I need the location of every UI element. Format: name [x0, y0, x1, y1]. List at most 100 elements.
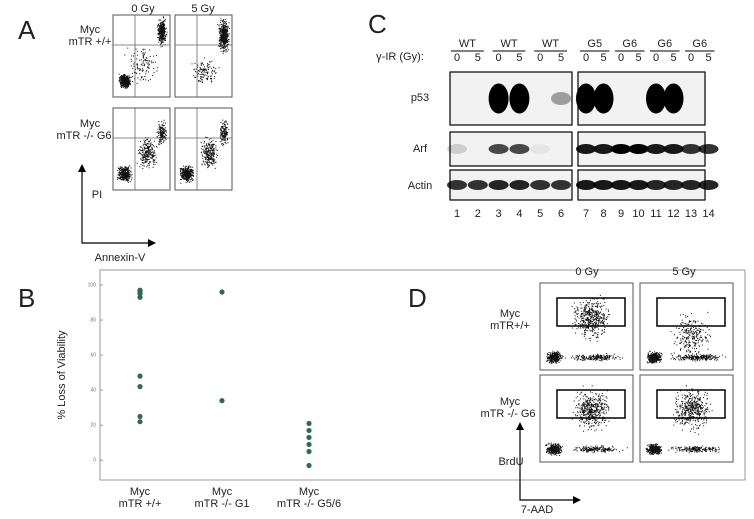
flow-events: [118, 16, 168, 89]
panel-letter: C: [368, 9, 387, 39]
dose: 5: [475, 52, 481, 64]
band: [488, 144, 509, 154]
y-tick-label: 80: [90, 317, 96, 323]
lane-number: 5: [537, 208, 543, 220]
y-tick-label: 60: [90, 352, 96, 358]
group-label: WT: [500, 38, 517, 50]
quadrant-lines: [113, 108, 170, 190]
dose: 5: [635, 52, 641, 64]
row-label: Myc: [80, 118, 101, 130]
dose: 0: [688, 52, 694, 64]
band: [663, 83, 684, 114]
dose: 0: [537, 52, 543, 64]
dose: 0: [454, 52, 460, 64]
point: [137, 289, 143, 295]
group-label: G6: [657, 38, 672, 50]
row-label: Arf: [413, 143, 428, 155]
band: [530, 144, 551, 154]
gate: [556, 389, 626, 419]
column-label: 0 Gy: [131, 3, 155, 15]
band: [611, 144, 631, 154]
axis-arrows: [81, 170, 150, 244]
band: [551, 91, 571, 106]
group-label: G6: [622, 38, 637, 50]
row-label: mTR+/+: [490, 320, 530, 332]
band: [447, 180, 467, 190]
dose: 5: [558, 52, 564, 64]
lane-number: 2: [475, 208, 481, 220]
point: [306, 434, 312, 441]
row-label: mTR -/- G6: [57, 130, 112, 142]
axis-label: BrdU: [498, 456, 523, 468]
band: [698, 180, 719, 190]
band: [488, 83, 509, 114]
flow-plot: [174, 107, 233, 191]
point: [306, 448, 312, 455]
group-label: G5: [587, 38, 602, 50]
lane-number: 12: [667, 208, 679, 220]
panel-letter: B: [18, 283, 35, 313]
x-tick-label: Myc: [299, 486, 320, 498]
band: [681, 144, 701, 154]
column-label: 5 Gy: [191, 3, 215, 15]
band: [698, 144, 719, 154]
lane-number: 11: [650, 208, 661, 220]
band: [509, 180, 530, 190]
dose: 5: [600, 52, 606, 64]
point: [306, 441, 312, 448]
band: [488, 180, 509, 190]
lane-number: 13: [685, 208, 697, 220]
x-tick-label: mTR +/+: [119, 498, 162, 510]
x-tick-label: Myc: [212, 486, 233, 498]
band: [576, 144, 596, 154]
lane-number: 1: [454, 208, 460, 220]
row-label: p53: [411, 92, 429, 104]
y-tick-label: 100: [88, 282, 97, 288]
quadrant-lines: [113, 15, 170, 97]
group-label: WT: [542, 38, 559, 50]
point: [137, 413, 143, 420]
column-label: 5 Gy: [672, 266, 696, 278]
band: [447, 144, 467, 154]
gate: [656, 297, 726, 327]
quadrant-lines: [175, 108, 232, 190]
dose: 0: [583, 52, 589, 64]
y-tick-label: 20: [90, 423, 96, 429]
row-label: mTR +/+: [69, 36, 112, 48]
gate: [556, 297, 626, 327]
y-axis-label: % Loss of Viability: [56, 330, 68, 420]
flow-events: [646, 311, 727, 364]
group-label: WT: [459, 38, 476, 50]
row-label: mTR -/- G6: [481, 408, 536, 420]
gate: [656, 389, 726, 419]
axis-arrows: [519, 428, 575, 501]
row-label: Myc: [80, 24, 101, 36]
band: [593, 83, 614, 114]
group-label: G6: [692, 38, 707, 50]
band: [663, 144, 684, 154]
point: [137, 294, 143, 300]
band: [681, 180, 701, 190]
point: [137, 384, 143, 390]
band: [663, 180, 684, 190]
dose: 5: [516, 52, 522, 64]
panel-letter: A: [18, 15, 36, 45]
band: [628, 144, 649, 154]
flow-events: [116, 119, 167, 183]
point: [306, 462, 312, 469]
column-label: 0 Gy: [575, 266, 599, 278]
x-tick-label: mTR -/- G1: [195, 498, 250, 510]
flow-events: [545, 294, 624, 364]
band: [593, 180, 614, 190]
panel-letter: D: [408, 283, 427, 313]
lane-number: 9: [618, 208, 624, 220]
lane-number: 7: [583, 208, 589, 220]
axis-label: 7-AAD: [521, 504, 553, 516]
quadrant-lines: [175, 15, 232, 97]
row-label: Myc: [500, 396, 521, 408]
lane-number: 8: [600, 208, 606, 220]
x-tick-label: Myc: [130, 486, 151, 498]
band: [576, 180, 596, 190]
axis-label: PI: [92, 189, 102, 201]
